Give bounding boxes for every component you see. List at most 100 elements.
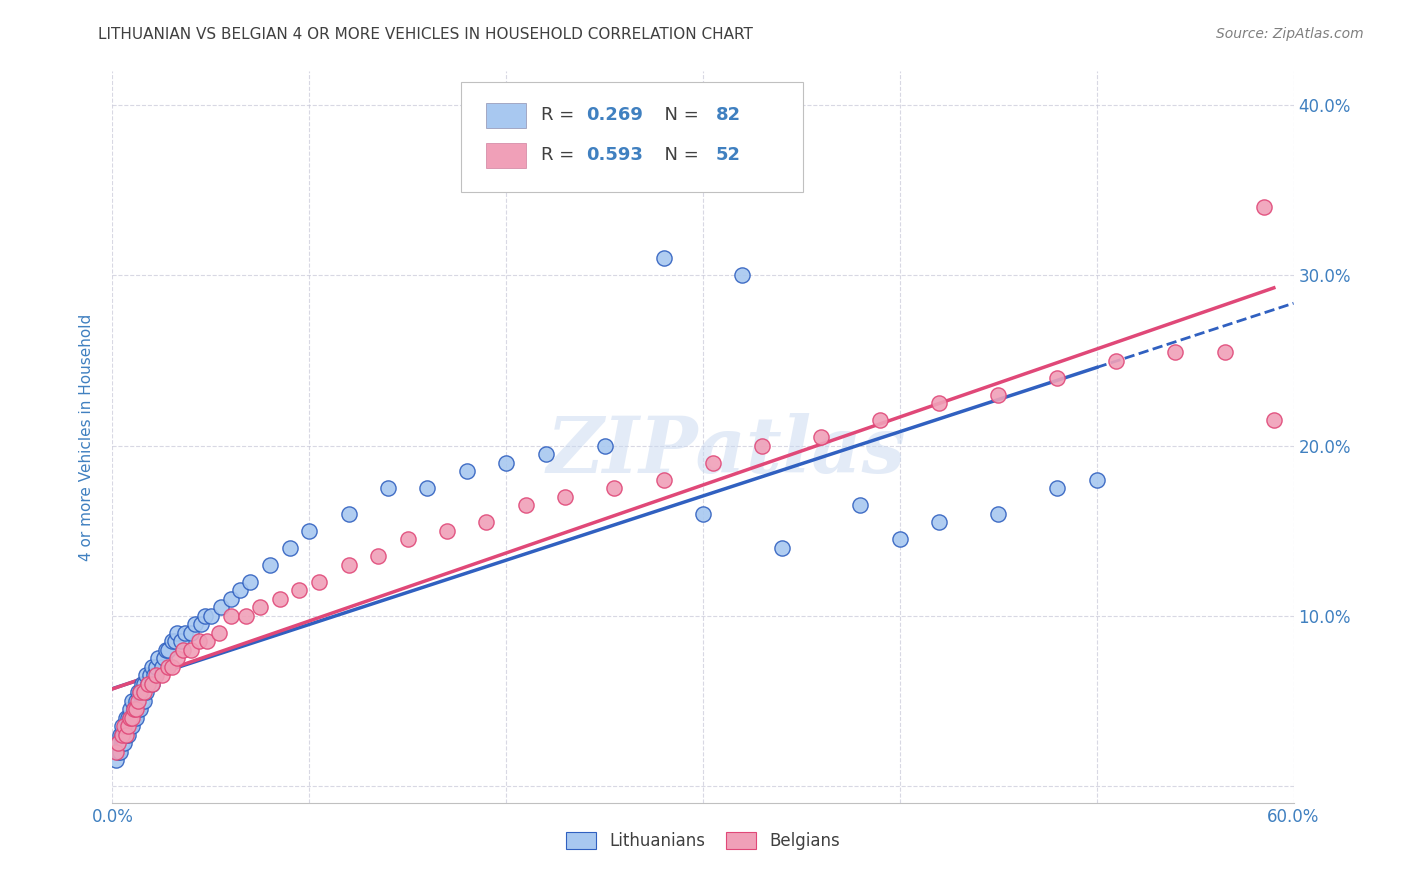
Point	[195, 634, 218, 648]
Point	[288, 583, 311, 598]
Point	[166, 651, 188, 665]
Point	[135, 685, 157, 699]
Point	[155, 642, 177, 657]
Point	[308, 574, 330, 589]
Text: N =: N =	[654, 146, 704, 164]
FancyBboxPatch shape	[485, 143, 526, 168]
Point	[111, 719, 134, 733]
Point	[120, 702, 142, 716]
Point	[1046, 481, 1069, 495]
Point	[278, 541, 301, 555]
Point	[121, 711, 143, 725]
Point	[475, 515, 498, 529]
Point	[107, 736, 129, 750]
Point	[1213, 345, 1236, 359]
Point	[219, 608, 242, 623]
Point	[987, 507, 1010, 521]
Point	[235, 608, 257, 623]
FancyBboxPatch shape	[485, 103, 526, 128]
Point	[112, 728, 135, 742]
Point	[122, 711, 145, 725]
Point	[132, 677, 155, 691]
Point	[495, 456, 517, 470]
Point	[194, 608, 217, 623]
Point	[131, 677, 153, 691]
Point	[121, 711, 143, 725]
Point	[110, 745, 132, 759]
Point	[554, 490, 576, 504]
Point	[120, 711, 142, 725]
Point	[515, 498, 537, 512]
Point	[150, 659, 173, 673]
Point	[166, 625, 188, 640]
Point	[1085, 473, 1108, 487]
Point	[141, 659, 163, 673]
Point	[1046, 370, 1069, 384]
Point	[117, 719, 139, 733]
Point	[165, 634, 187, 648]
Point	[692, 507, 714, 521]
Point	[928, 396, 950, 410]
Point	[239, 574, 262, 589]
Point	[190, 617, 212, 632]
Point	[987, 387, 1010, 401]
Point	[135, 668, 157, 682]
Point	[1105, 353, 1128, 368]
Point	[1253, 201, 1275, 215]
Point	[219, 591, 242, 606]
Point	[259, 558, 281, 572]
Point	[152, 651, 174, 665]
Point	[122, 702, 145, 716]
Point	[928, 515, 950, 529]
Point	[751, 439, 773, 453]
Point	[160, 634, 183, 648]
Text: LITHUANIAN VS BELGIAN 4 OR MORE VEHICLES IN HOUSEHOLD CORRELATION CHART: LITHUANIAN VS BELGIAN 4 OR MORE VEHICLES…	[98, 27, 754, 42]
Point	[105, 745, 128, 759]
Point	[136, 677, 159, 691]
Point	[139, 668, 162, 682]
Point	[112, 719, 135, 733]
Point	[115, 711, 138, 725]
Point	[200, 608, 222, 623]
Point	[156, 659, 179, 673]
Point	[170, 634, 193, 648]
Point	[127, 694, 149, 708]
Text: 0.269: 0.269	[586, 106, 643, 124]
Point	[456, 464, 478, 478]
Point	[377, 481, 399, 495]
Point	[298, 524, 321, 538]
Text: R =: R =	[541, 106, 581, 124]
Point	[269, 591, 291, 606]
Point	[731, 268, 754, 283]
Point	[603, 481, 626, 495]
Point	[141, 677, 163, 691]
Point	[111, 736, 134, 750]
Point	[127, 685, 149, 699]
Point	[184, 617, 207, 632]
Point	[145, 659, 167, 673]
Point	[652, 473, 675, 487]
Text: ZIPatlas: ZIPatlas	[547, 414, 907, 490]
Text: R =: R =	[541, 146, 581, 164]
Point	[156, 642, 179, 657]
Point	[249, 600, 271, 615]
Point	[129, 685, 152, 699]
Point	[121, 694, 143, 708]
Point	[125, 702, 148, 716]
Point	[849, 498, 872, 512]
Text: 82: 82	[716, 106, 741, 124]
Point	[367, 549, 389, 563]
Point	[105, 753, 128, 767]
Point	[131, 694, 153, 708]
Text: N =: N =	[654, 106, 704, 124]
Point	[145, 668, 167, 682]
Point	[111, 728, 134, 742]
Point	[125, 702, 148, 716]
Point	[534, 447, 557, 461]
Point	[107, 745, 129, 759]
Point	[889, 532, 911, 546]
Point	[132, 685, 155, 699]
Point	[129, 702, 152, 716]
Point	[141, 677, 163, 691]
Point	[121, 719, 143, 733]
